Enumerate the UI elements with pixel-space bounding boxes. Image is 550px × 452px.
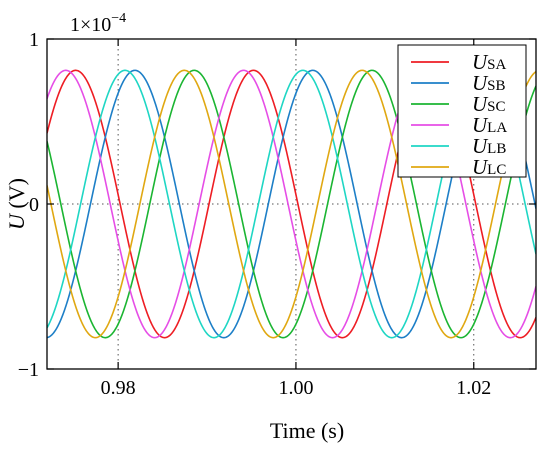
legend-label-la: ULA: [472, 113, 507, 137]
x-tick-label: 0.98: [101, 377, 136, 399]
legend-label-sb: USB: [472, 71, 506, 95]
x-tick-label: 1.00: [278, 377, 313, 399]
y-axis-title: U (V): [4, 178, 29, 230]
y-tick-label: 1: [29, 29, 39, 51]
y-multiplier: 1×10−4: [70, 11, 126, 36]
axis-ticks: 0.98 1.00 1.02 −1 0 1: [18, 29, 536, 399]
legend-label-lb: ULB: [472, 134, 506, 158]
y-tick-label: −1: [18, 359, 39, 381]
y-tick-label: 0: [29, 194, 39, 216]
series-line-sc: [47, 69, 536, 339]
x-axis-title: Time (s): [270, 418, 344, 443]
legend-label-sa: USA: [472, 50, 507, 74]
x-tick-label: 1.02: [456, 377, 491, 399]
series-line-lc: [47, 69, 536, 339]
legend-box: [397, 44, 527, 178]
legend-label-lc: ULC: [472, 155, 506, 179]
legend-label-sc: USC: [472, 92, 506, 116]
